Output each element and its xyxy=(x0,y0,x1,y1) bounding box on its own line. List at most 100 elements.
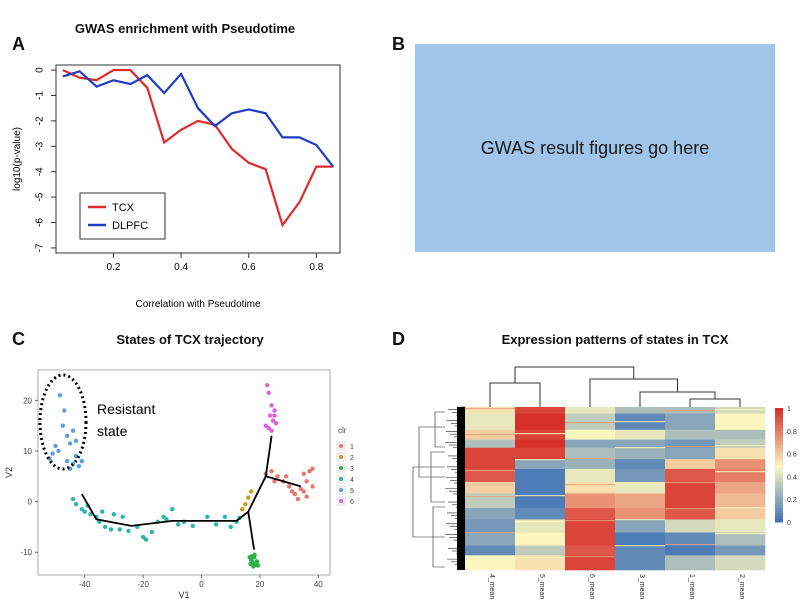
colorbar-segment xyxy=(775,445,783,449)
heatmap-stripe xyxy=(615,421,665,423)
heatmap-cell xyxy=(715,555,766,571)
chart-c-point-state-6 xyxy=(263,423,268,428)
heatmap-cell xyxy=(615,555,666,571)
colorbar-segment xyxy=(775,465,783,469)
heatmap-cell xyxy=(465,459,516,470)
heatmap-stripe xyxy=(615,545,665,547)
chart-c-legend-swatch xyxy=(339,499,343,503)
heatmap-cell xyxy=(715,508,766,520)
row-dendrogram-branch xyxy=(434,411,445,448)
chart-a-legend-box xyxy=(79,192,166,240)
chart-c-point-state-5 xyxy=(62,408,67,413)
chart-c-point-state-1 xyxy=(275,474,280,479)
colorbar-segment xyxy=(775,493,783,497)
colorbar-segment xyxy=(775,427,783,432)
chart-c-point-state-6 xyxy=(266,390,271,395)
colorbar-tick-label: 1 xyxy=(787,406,791,413)
chart-c-point-state-4 xyxy=(73,501,79,507)
chart-c-point-state-3 xyxy=(254,559,260,564)
chart-a-x-tick-label: 0.2 xyxy=(107,262,121,273)
heatmap-cell xyxy=(565,413,616,431)
heatmap-stripe xyxy=(465,532,515,534)
heatmap-cell xyxy=(515,439,566,449)
chart-c-point-state-6 xyxy=(266,426,271,431)
colorbar-segment xyxy=(775,436,783,440)
chart-c-legend: clr 1 2 3 4 5 6 xyxy=(336,426,354,506)
heatmap-column-label: 1_mean xyxy=(688,574,695,599)
heatmap-cell xyxy=(515,555,566,571)
chart-a-y-tick-label: -4 xyxy=(35,167,46,176)
heatmap-stripe xyxy=(665,482,715,484)
chart-a-y-tick-label: -2 xyxy=(35,116,46,125)
chart-c-point-state-5 xyxy=(57,393,63,398)
chart-c-point-state-1 xyxy=(284,474,289,479)
chart-c-point-state-1 xyxy=(304,479,309,484)
colorbar-segment xyxy=(775,408,783,412)
heatmap-cell xyxy=(715,413,766,431)
heatmap-cell xyxy=(465,468,516,483)
chart-c-point-state-5 xyxy=(65,433,70,439)
heatmap-stripe xyxy=(715,507,765,509)
chart-c-point-state-5 xyxy=(67,441,73,446)
heatmap-stripe xyxy=(615,483,665,485)
chart-c-point-state-4 xyxy=(164,517,169,522)
heatmap-column-label: 2_mean xyxy=(738,574,745,599)
colorbar-segment xyxy=(775,450,783,455)
heatmap-stripe xyxy=(465,408,515,410)
resistant-state-label-line1: Resistant xyxy=(97,401,155,417)
heatmap-stripe xyxy=(615,519,665,521)
chart-c-point-state-6 xyxy=(269,428,274,433)
gwas-placeholder-box: GWAS result figures go here xyxy=(415,44,775,252)
heatmap-cell xyxy=(665,532,716,546)
heatmap-cell xyxy=(715,459,766,470)
colorbar-segment xyxy=(775,496,783,500)
heatmap-cell xyxy=(465,493,516,509)
column-dendrogram xyxy=(489,366,741,407)
chart-c-point-state-4 xyxy=(190,523,195,529)
heatmap-cell xyxy=(565,468,616,483)
chart-c-point-state-1 xyxy=(286,484,292,489)
colorbar-segment xyxy=(775,447,783,452)
heatmap-cell xyxy=(565,481,616,494)
chart-a-legend: TCX DLPFC xyxy=(79,192,166,240)
chart-c-trajectory-branch xyxy=(247,511,255,550)
chart-a-y-tick-label: -5 xyxy=(35,192,46,201)
heatmap-stripe xyxy=(665,508,715,510)
chart-c-point-state-4 xyxy=(175,522,181,527)
heatmap-stripe xyxy=(515,521,565,523)
heatmap-cell xyxy=(665,519,716,533)
heatmap-stripe xyxy=(565,458,615,460)
chart-c-legend-title: clr xyxy=(338,426,347,435)
chart-c-point-state-5 xyxy=(79,458,85,464)
chart-c-point-state-4 xyxy=(70,496,76,502)
heatmap-cell xyxy=(565,545,616,556)
chart-c-point-state-4 xyxy=(228,524,233,530)
chart-c-point-state-4 xyxy=(205,514,210,519)
chart-c-point-state-4 xyxy=(111,512,117,517)
heatmap-cell xyxy=(565,532,616,546)
colorbar-segment xyxy=(775,510,783,514)
colorbar-segment xyxy=(775,430,783,435)
chart-c-legend-label: 3 xyxy=(350,466,354,473)
heatmap-cell xyxy=(565,508,616,520)
chart-a-legend-label: DLPFC xyxy=(112,220,148,232)
heatmap-cell xyxy=(715,532,766,546)
chart-c-point-state-1 xyxy=(289,489,295,494)
chart-c-point-state-6 xyxy=(273,420,279,426)
heatmap-stripe xyxy=(665,544,715,546)
chart-a-series-line-tcx xyxy=(62,68,334,228)
chart-c-legend-swatch xyxy=(339,488,343,492)
chart-c-point-state-6 xyxy=(265,382,270,388)
row-dendrogram-branch xyxy=(418,426,445,478)
heatmap-cell xyxy=(565,493,616,509)
chart-c-scatter-plot: -40 -20 0 20 40 -10 0 10 20 V1 V2 Resistant state clr… xyxy=(4,369,354,600)
chart-c-legend-label: 5 xyxy=(350,488,354,495)
chart-c-point-state-4 xyxy=(102,524,108,530)
colorbar-segment xyxy=(775,456,783,460)
chart-a-x-axis-label: Correlation with Pseudotime xyxy=(135,299,260,310)
chart-c-point-state-4 xyxy=(213,522,219,527)
chart-c-point-state-5 xyxy=(53,443,58,449)
chart-a-y-tick-label: -3 xyxy=(35,141,46,150)
colorbar-segment xyxy=(775,433,783,437)
colorbar-segment xyxy=(775,516,783,520)
